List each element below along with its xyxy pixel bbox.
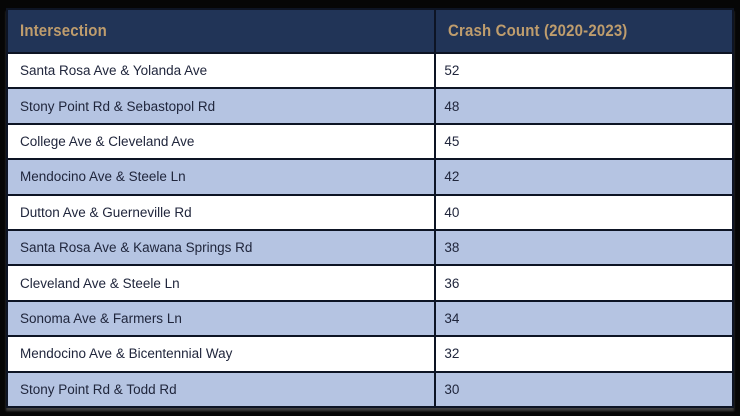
intersection-cell: Stony Point Rd & Todd Rd (5, 370, 437, 409)
column-header-crash-count-label: Crash Count (2020-2023) (448, 21, 628, 40)
table-row: Sonoma Ave & Farmers Ln 34 (5, 299, 734, 338)
intersection-cell: Mendocino Ave & Bicentennial Way (5, 335, 437, 373)
table-row: Santa Rosa Ave & Kawana Springs Rd 38 (5, 228, 734, 267)
crash-count-cell: 52 (434, 51, 734, 90)
crash-count-cell: 38 (434, 228, 734, 267)
intersection-cell: Cleveland Ave & Steele Ln (5, 264, 437, 302)
crash-count-cell: 45 (434, 122, 734, 161)
table-header: Intersection Crash Count (2020-2023) (5, 8, 734, 54)
intersection-cell: Santa Rosa Ave & Kawana Springs Rd (5, 228, 437, 267)
intersection-crash-table: Intersection Crash Count (2020-2023) San… (5, 8, 734, 409)
table-row: Cleveland Ave & Steele Ln 36 (5, 264, 734, 302)
crash-count-cell: 36 (434, 264, 734, 302)
table-body: Santa Rosa Ave & Yolanda Ave 52 Stony Po… (5, 51, 734, 409)
crash-count-cell: 34 (434, 299, 734, 338)
crash-count-cell: 30 (434, 370, 734, 409)
table-row: College Ave & Cleveland Ave 45 (5, 122, 734, 161)
header-row: Intersection Crash Count (2020-2023) (5, 8, 734, 54)
table-row: Santa Rosa Ave & Yolanda Ave 52 (5, 51, 734, 90)
intersection-cell: Mendocino Ave & Steele Ln (5, 158, 437, 196)
intersection-cell: Dutton Ave & Guerneville Rd (5, 193, 437, 231)
intersection-cell: Santa Rosa Ave & Yolanda Ave (5, 51, 437, 90)
crash-count-cell: 42 (434, 158, 734, 196)
crash-count-cell: 48 (434, 87, 734, 125)
intersection-cell: Sonoma Ave & Farmers Ln (5, 299, 437, 338)
table-row: Dutton Ave & Guerneville Rd 40 (5, 193, 734, 231)
crash-count-cell: 32 (434, 335, 734, 373)
table-row: Stony Point Rd & Sebastopol Rd 48 (5, 87, 734, 125)
column-header-intersection-label: Intersection (20, 21, 107, 40)
intersection-cell: Stony Point Rd & Sebastopol Rd (5, 87, 437, 125)
crash-count-table: Intersection Crash Count (2020-2023) San… (5, 8, 734, 409)
table-row: Mendocino Ave & Steele Ln 42 (5, 158, 734, 196)
crash-count-cell: 40 (434, 193, 734, 231)
table-row: Mendocino Ave & Bicentennial Way 32 (5, 335, 734, 373)
column-header-crash-count: Crash Count (2020-2023) (434, 8, 734, 54)
table-row: Stony Point Rd & Todd Rd 30 (5, 370, 734, 409)
intersection-cell: College Ave & Cleveland Ave (5, 122, 437, 161)
column-header-intersection: Intersection (5, 8, 437, 54)
